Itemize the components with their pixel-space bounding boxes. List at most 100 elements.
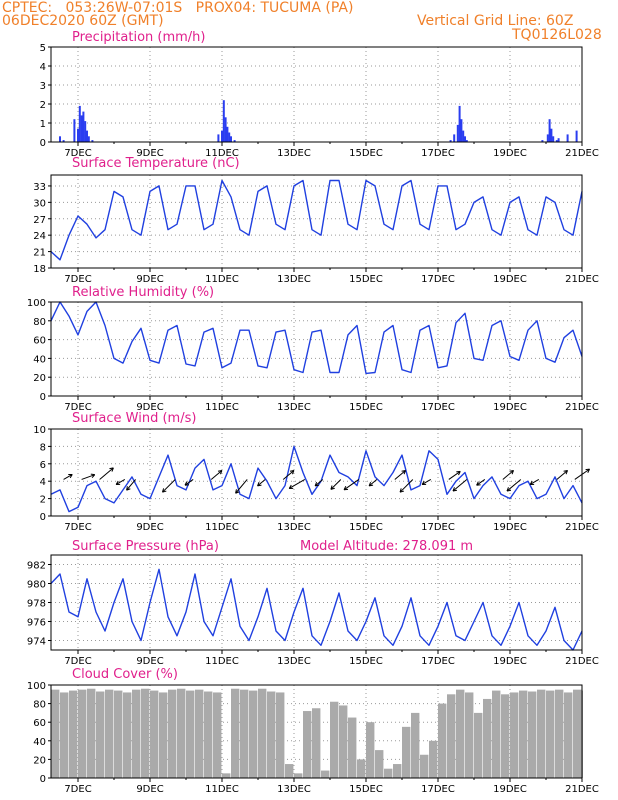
panel-title: Relative Humidity (%)	[72, 285, 214, 300]
x-tick-label: 7DEC	[64, 148, 91, 159]
wind-arrow-shaft	[282, 470, 295, 480]
precip-bar	[86, 130, 88, 142]
precip-bar	[548, 119, 551, 142]
precip-bar	[460, 119, 463, 142]
x-tick-label: 11DEC	[205, 274, 239, 285]
precip-bar	[453, 134, 456, 142]
x-tick-label: 7DEC	[64, 274, 91, 285]
x-tick-label: 19DEC	[493, 402, 527, 413]
panel-frame	[50, 174, 583, 269]
cloud-bar	[330, 701, 339, 778]
wind-arrow-head	[529, 480, 533, 485]
panel-title: Surface Pressure (hPa)	[72, 539, 219, 554]
cloud-bar	[267, 691, 276, 778]
wind-arrow-shaft	[99, 467, 114, 480]
panel-1	[48, 46, 583, 146]
precip-bar	[226, 126, 229, 142]
cloud-bar	[60, 692, 69, 778]
cloud-bar	[375, 750, 384, 778]
precip-bar	[552, 136, 555, 142]
wind-arrow-head	[330, 487, 335, 490]
wind-arrow-shaft	[115, 479, 126, 485]
wind-arrow-head	[452, 489, 458, 492]
x-tick-label: 15DEC	[349, 784, 383, 795]
panel-frame	[50, 301, 583, 397]
wind-arrow-head	[506, 489, 512, 492]
precip-bar	[449, 140, 452, 142]
x-tick-label: 11DEC	[205, 148, 239, 159]
series-line-4	[50, 445, 583, 513]
cloud-bar	[438, 703, 447, 778]
y-tick-label: 0	[40, 392, 46, 403]
wind-arrow-shaft	[556, 470, 568, 480]
x-tick-label: 9DEC	[136, 402, 163, 413]
x-tick-label: 19DEC	[493, 656, 527, 667]
y-tick-label: 30	[33, 198, 46, 209]
cloud-bar	[168, 689, 177, 778]
wind-arrow-shaft	[63, 474, 73, 480]
wind-arrow-shaft	[330, 479, 342, 490]
x-tick-label: 21DEC	[565, 274, 599, 285]
x-tick-label: 13DEC	[277, 148, 311, 159]
precip-bar	[465, 140, 468, 142]
cloud-bar	[492, 690, 501, 778]
cloud-bar	[555, 689, 564, 778]
precip-bar	[233, 140, 236, 142]
precip-bar	[575, 130, 578, 142]
wind-arrow-shaft	[368, 479, 378, 487]
y-tick-label: 4	[40, 477, 46, 488]
y-tick-label: 33	[33, 182, 46, 193]
precip-bar	[464, 136, 466, 142]
wind-arrow-head	[330, 485, 333, 490]
y-tick-label: 18	[33, 264, 46, 275]
cloud-bar	[384, 768, 393, 778]
wind-arrow-head	[257, 481, 260, 487]
precip-bar	[230, 136, 232, 142]
cloud-bar	[294, 773, 303, 778]
x-tick-label: 13DEC	[277, 274, 311, 285]
wind-arrow-head	[509, 469, 514, 472]
cloud-bar	[132, 689, 141, 778]
cloud-bar	[366, 722, 375, 778]
series-line-5	[50, 568, 583, 651]
y-tick-label: 8	[40, 442, 46, 453]
precip-bar	[555, 140, 558, 142]
wind-arrow-head	[403, 470, 406, 475]
cloud-bar	[276, 692, 285, 778]
wind-arrow-shaft	[574, 468, 590, 480]
cloud-bar	[159, 692, 168, 778]
cloud-bar	[141, 688, 150, 778]
precip-bar	[541, 140, 544, 142]
y-tick-label: 0	[40, 512, 46, 523]
wind-arrow-head	[184, 481, 188, 486]
cloud-bar	[510, 692, 519, 778]
x-tick-label: 21DEC	[565, 148, 599, 159]
cloud-bar	[231, 688, 240, 778]
y-tick-label: 980	[27, 580, 46, 591]
precip-bar	[458, 105, 461, 142]
cloud-bar	[393, 764, 402, 778]
wind-arrow-head	[115, 480, 119, 485]
wind-arrow-shaft	[421, 479, 432, 485]
precip-bar	[62, 140, 65, 142]
precip-bar	[221, 130, 223, 142]
panel-2	[48, 174, 583, 272]
x-tick-label: 7DEC	[64, 522, 91, 533]
wind-arrow-head	[343, 485, 347, 491]
x-tick-label: 21DEC	[565, 656, 599, 667]
cloud-bar	[357, 759, 366, 778]
wind-arrow-head	[126, 488, 131, 491]
wind-arrow-head	[289, 469, 295, 472]
cloud-bar	[456, 689, 465, 778]
x-tick-label: 21DEC	[565, 402, 599, 413]
wind-arrow-shaft	[529, 479, 540, 485]
y-tick-label: 40	[33, 354, 46, 365]
cloud-bar	[411, 712, 420, 778]
x-tick-label: 15DEC	[349, 274, 383, 285]
wind-arrow-shaft	[235, 479, 248, 494]
wind-arrow-head	[563, 469, 568, 472]
wind-arrow-shaft	[184, 479, 194, 486]
cloud-bar	[519, 690, 528, 778]
wind-arrow-head	[368, 481, 372, 487]
x-tick-label: 9DEC	[136, 148, 163, 159]
